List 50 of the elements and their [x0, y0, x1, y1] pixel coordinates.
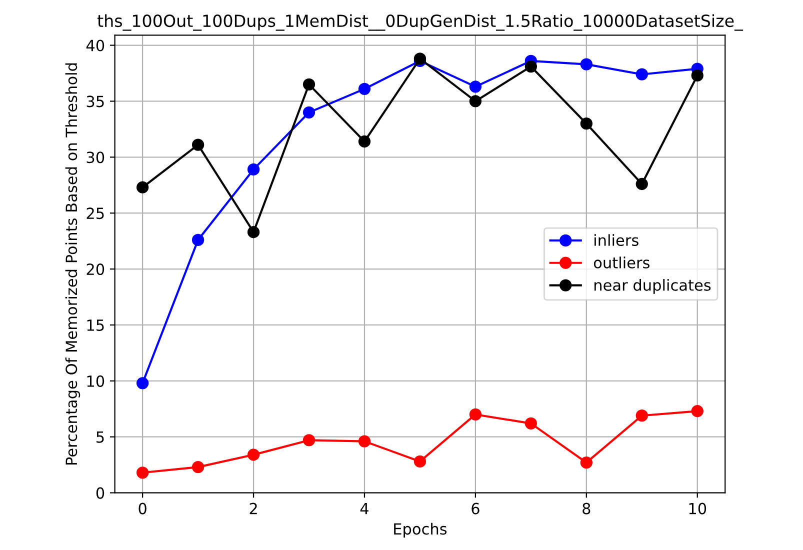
point — [192, 234, 204, 246]
y-tick-label: 5 — [96, 432, 104, 443]
x-axis-title: Epochs — [394, 522, 447, 538]
point — [580, 456, 592, 469]
point — [136, 466, 149, 479]
point — [247, 226, 260, 238]
y-tick-label: 30 — [86, 152, 104, 164]
x-tick-label: 4 — [360, 502, 368, 514]
x-tick-label: 0 — [138, 502, 146, 514]
point — [358, 82, 371, 95]
y-tick-label: 15 — [87, 320, 104, 331]
point — [691, 69, 704, 82]
point — [580, 58, 592, 70]
y-tick-label: 0 — [96, 487, 104, 499]
point — [247, 448, 260, 461]
point — [524, 417, 538, 430]
y-tick-label: 25 — [86, 208, 104, 220]
chart-title: ths_100Out_100Dups_1MemDist__0DupGenDist_1.5Ratio_10000DatasetSize_ — [97, 14, 744, 31]
point — [247, 163, 260, 176]
point — [580, 118, 592, 130]
point — [469, 80, 482, 93]
point — [469, 408, 482, 421]
point — [636, 410, 648, 422]
point — [136, 181, 149, 194]
point — [636, 68, 648, 80]
point — [358, 135, 371, 148]
point — [302, 434, 316, 446]
point — [302, 106, 316, 118]
x-tick-label: 8 — [582, 502, 590, 514]
point — [414, 455, 426, 468]
legend-label: inliers — [594, 234, 638, 246]
y-tick-label: 35 — [86, 96, 104, 108]
point — [358, 435, 371, 448]
y-tick-label: 40 — [86, 40, 104, 52]
point — [691, 405, 704, 418]
point — [636, 178, 648, 190]
y-axis-title: Percentage Of Memorized Points Based on Threshold — [65, 63, 80, 465]
point — [524, 60, 538, 73]
x-tick-label: 2 — [250, 502, 257, 514]
point — [302, 78, 316, 91]
point — [192, 138, 204, 151]
x-tick-label: 6 — [472, 502, 480, 514]
y-tick-label: 20 — [86, 264, 104, 276]
y-tick-label: 10 — [87, 375, 104, 387]
legend-label: outliers — [594, 256, 650, 268]
point — [469, 95, 482, 108]
legend-label: near duplicates — [594, 279, 711, 294]
point — [136, 377, 149, 390]
x-tick-label: 10 — [689, 502, 706, 514]
point — [192, 460, 204, 474]
